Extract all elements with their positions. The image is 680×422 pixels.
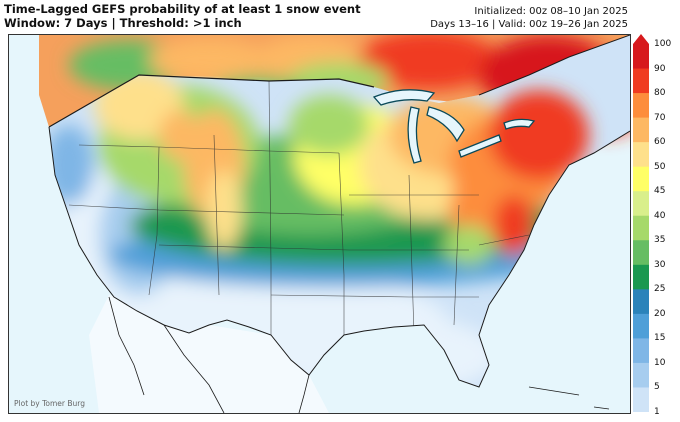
colorbar-tick-label: 25 bbox=[654, 284, 666, 295]
colorbar-tick-label: 60 bbox=[654, 137, 666, 148]
mexico-region bbox=[89, 295, 329, 413]
colorbar-tick-label: 10 bbox=[654, 357, 666, 368]
colorbar-segment bbox=[633, 264, 649, 290]
colorbar-tick-label: 70 bbox=[654, 112, 666, 123]
colorbar-segment bbox=[633, 93, 649, 119]
colorbar-segment bbox=[633, 142, 649, 168]
colorbar-tick-label: 20 bbox=[654, 308, 666, 319]
colorbar-tick-label: 30 bbox=[654, 259, 666, 270]
map-svg: Plot by Tomer Burg bbox=[9, 35, 630, 413]
title-line-2: Window: 7 Days | Threshold: >1 inch bbox=[4, 16, 242, 30]
colorbar-segment bbox=[633, 289, 649, 315]
great-lakes bbox=[372, 89, 536, 164]
colorbar-tick-label: 5 bbox=[654, 382, 660, 393]
colorbar-segment bbox=[633, 362, 649, 388]
title-line-1: Time-Lagged GEFS probability of at least… bbox=[4, 2, 361, 16]
caribbean-islands bbox=[528, 386, 610, 410]
colorbar-segment bbox=[633, 387, 649, 412]
colorbar-tick-label: 90 bbox=[654, 63, 666, 74]
colorbar-segment bbox=[633, 240, 649, 266]
colorbar-segment bbox=[633, 68, 649, 94]
title-block: Time-Lagged GEFS probability of at least… bbox=[4, 2, 361, 30]
init-valid-block: Initialized: 00z 08–10 Jan 2025 Days 13–… bbox=[430, 6, 628, 31]
init-line: Initialized: 00z 08–10 Jan 2025 bbox=[474, 6, 628, 17]
colorbar-tick-label: 40 bbox=[654, 210, 666, 221]
credit-text: Plot by Tomer Burg bbox=[14, 399, 85, 408]
colorbar-segment bbox=[633, 44, 649, 70]
coastline bbox=[48, 126, 630, 388]
colorbar-tick-label: 50 bbox=[654, 161, 666, 172]
colorbar-segment bbox=[633, 117, 649, 143]
colorbar-segment bbox=[633, 215, 649, 241]
colorbar-tick-label: 15 bbox=[654, 333, 666, 344]
colorbar-segment bbox=[633, 191, 649, 217]
us-canada-border bbox=[48, 74, 375, 128]
colorbar-tick-label: 45 bbox=[654, 186, 666, 197]
colorbar-tick-label: 80 bbox=[654, 88, 666, 99]
probability-map: Plot by Tomer Burg bbox=[8, 34, 631, 414]
colorbar-segment bbox=[633, 166, 649, 192]
colorbar-segment bbox=[633, 338, 649, 364]
colorbar-tick-label: 35 bbox=[654, 235, 666, 246]
colorbar-arrow bbox=[633, 34, 649, 44]
colorbar bbox=[633, 34, 649, 412]
colorbar-tick-label: 100 bbox=[654, 39, 672, 49]
valid-line: Days 13–16 | Valid: 00z 19–26 Jan 2025 bbox=[430, 18, 628, 30]
colorbar-segment bbox=[633, 313, 649, 339]
colorbar-tick-label: 1 bbox=[654, 407, 660, 417]
